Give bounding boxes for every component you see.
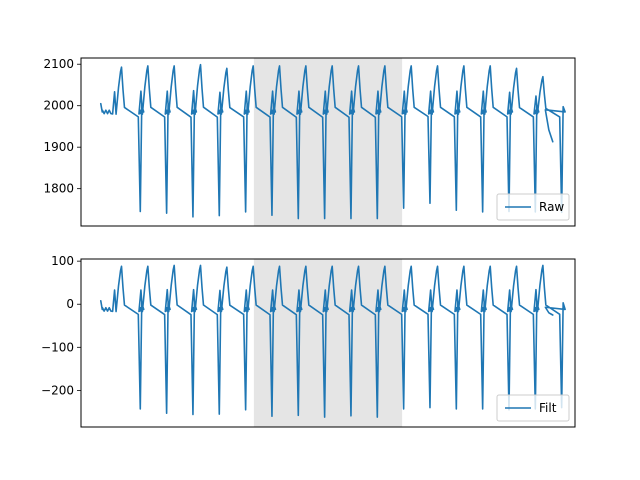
filt-legend-box (496, 394, 570, 422)
y-tick-label: 100 (51, 254, 74, 268)
y-tick-label: 2000 (43, 99, 74, 113)
filt-axes-frame (80, 258, 576, 428)
filt-legend-label: Filt (539, 401, 557, 415)
y-tick-label: 2100 (43, 57, 74, 71)
y-tick-label: −200 (41, 383, 74, 397)
raw-legend-label: Raw (539, 200, 564, 214)
raw-y-ticks: 1800 1900 2000 2100 (43, 57, 81, 196)
filt-legend: Filt (496, 394, 570, 422)
raw-legend: Raw (496, 193, 570, 221)
raw-legend-box (496, 193, 570, 221)
raw-signal-line (99, 63, 566, 220)
y-tick-label: 1800 (43, 182, 74, 196)
y-tick-label: −100 (41, 340, 74, 354)
y-tick-label: 0 (66, 297, 74, 311)
raw-axes-frame (80, 57, 576, 227)
y-tick-label: 1900 (43, 140, 74, 154)
filt-signal-line (99, 264, 566, 418)
raw-highlight-region (253, 58, 403, 226)
raw-signal-axes: 1800 1900 2000 2100 Raw (43, 57, 576, 227)
filt-y-ticks: −200 −100 0 100 (41, 254, 81, 397)
filtered-signal-axes: −200 −100 0 100 Filt (41, 254, 576, 428)
